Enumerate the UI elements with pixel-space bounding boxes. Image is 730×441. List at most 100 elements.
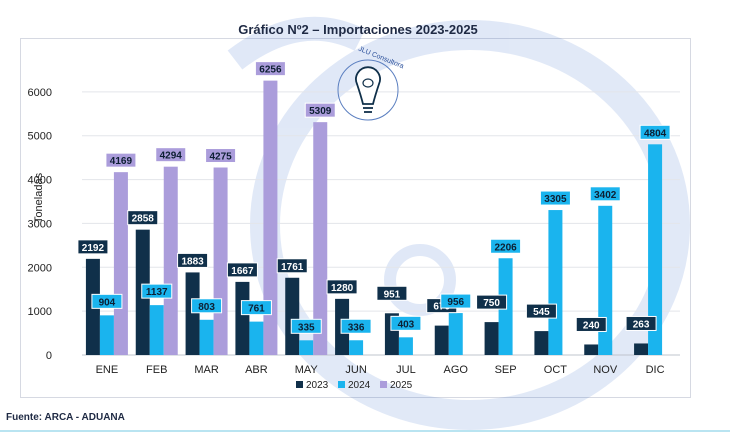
data-label-box [127,210,159,226]
bar-2024-oct [548,210,563,355]
y-tick-label: 5000 [28,131,52,143]
data-label-box [326,279,358,295]
data-label: 1667 [231,266,254,277]
x-tick-label: JUL [396,364,416,376]
data-label-box [105,152,137,168]
legend-swatch-2023 [296,381,303,388]
bar-2025-may [313,122,328,355]
data-label-box [440,293,472,309]
data-label-box [240,300,272,316]
data-label-box [77,239,109,255]
data-label: 904 [99,297,116,308]
bar-2023-abr [235,281,250,355]
x-tick-label: MAR [194,364,219,376]
bar-2023-sep [484,322,499,355]
data-label: 1883 [181,256,204,267]
data-label-box [155,147,187,163]
data-label-box [91,293,123,309]
data-label: 336 [348,322,365,333]
y-tick-label: 2000 [28,262,52,274]
data-label-box [226,262,258,278]
bar-2025-feb [163,166,178,355]
data-label: 403 [398,319,415,330]
logo-ring [337,59,399,121]
y-axis-label: Toneladas [33,172,45,223]
data-label: 6256 [259,65,282,76]
bar-2024-ago [448,313,463,355]
bar-2025-ene [113,172,128,355]
data-label-box [589,186,621,202]
data-label-box [490,238,522,254]
data-label: 803 [198,302,215,313]
bar-2024-mar [199,319,214,355]
data-label-box [539,190,571,206]
bar-2023-nov [584,344,599,355]
data-label-box [639,124,671,140]
data-label-box [254,61,286,77]
x-tick-label: SEP [495,364,517,376]
data-label-box [340,318,372,334]
data-label: 2858 [132,214,155,225]
x-tick-label: MAY [295,364,319,376]
data-label: 5309 [309,106,332,117]
x-tick-label: ABR [245,364,268,376]
data-label-box [205,148,237,164]
data-label: 263 [633,319,650,330]
x-tick-label: OCT [544,364,568,376]
data-label: 4294 [160,151,183,162]
x-tick-label: DIC [646,364,665,376]
bar-2025-mar [213,167,228,355]
y-tick-label: 4000 [28,175,52,187]
data-label: 4804 [644,128,667,139]
y-tick-label: 3000 [28,218,52,230]
x-tick-label: JUN [345,364,366,376]
data-label-box [177,252,209,268]
data-label: 1280 [331,283,354,294]
data-label-box [276,258,308,274]
chart-title: Gráfico Nº2 – Importaciones 2023-2025 [238,22,478,37]
bar-2023-ago [434,325,449,355]
data-label-box [625,315,657,331]
bar-2024-abr [249,321,264,355]
lightbulb-pig-icon [355,66,381,105]
data-label-box [575,316,607,332]
data-label: 3402 [594,190,617,201]
data-label-box [141,283,173,299]
bar-2024-nov [598,205,613,355]
data-label-box [390,315,422,331]
bottom-rule [0,430,730,432]
x-tick-label: ENE [96,364,119,376]
data-label: 335 [298,322,315,333]
data-label: 750 [483,298,500,309]
data-label-box [476,294,508,310]
data-label-box [304,102,336,118]
data-label: 951 [384,289,401,300]
data-label: 956 [447,297,464,308]
x-tick-label: FEB [146,364,167,376]
data-label: 4169 [110,156,133,167]
data-label-box [191,298,223,314]
data-label: 1137 [146,287,168,298]
data-label-box [376,285,408,301]
data-label-box [525,303,557,319]
legend-label-2023: 2023 [306,380,329,391]
bar-2024-jul [398,337,413,355]
bar-2024-dic [648,144,663,355]
data-label: 4275 [209,152,232,163]
bar-2024-jun [349,340,364,355]
legend-label-2024: 2024 [348,380,371,391]
x-tick-label: AGO [444,364,469,376]
legend-swatch-2025 [380,381,387,388]
bar-2024-ene [99,315,114,355]
data-label: 761 [248,304,265,315]
legend-label-2025: 2025 [390,380,413,391]
data-label-box [290,318,322,334]
bar-2023-may [285,277,300,355]
data-label: 1761 [281,262,304,273]
bar-2023-dic [634,343,649,355]
data-label: 240 [583,320,600,331]
y-tick-label: 6000 [28,87,52,99]
x-tick-label: NOV [593,364,618,376]
data-label: 2192 [82,243,105,254]
